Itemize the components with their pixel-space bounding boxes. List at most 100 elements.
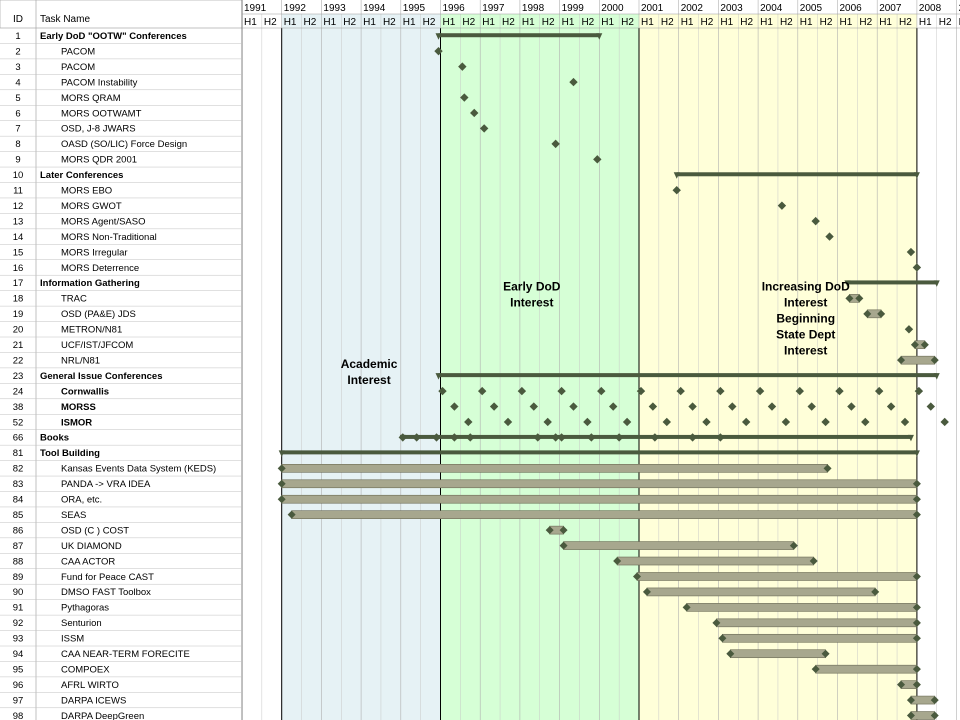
milestone [767,402,777,411]
task-name: MORS Non-Traditional [61,232,157,243]
task-bar [281,464,828,473]
task-id: 10 [13,170,24,181]
milestone [930,696,939,705]
task-id: 18 [13,294,24,305]
task-id: 2 [15,46,20,57]
task-id: 96 [13,680,24,691]
task-name: DMSO FAST Toolbox [61,587,151,598]
summary-bar [676,172,917,177]
task-bar [563,541,795,550]
task-bar [722,633,918,643]
half-label: H1 [403,17,416,28]
task-name: OSD, J-8 JWARS [61,124,136,135]
milestone [930,356,939,365]
year-label: 2007 [879,3,902,14]
half-label: H1 [323,17,336,28]
milestone [712,618,721,627]
task-id: 93 [13,634,24,645]
summary-cap-start [844,280,851,287]
milestone [438,386,447,396]
milestone [900,417,910,427]
half-label: H1 [562,17,575,28]
task-id: 6 [15,108,20,119]
half-label: H2 [899,17,912,28]
task-name: Later Conferences [40,170,123,181]
task-name: Cornwallis [61,386,109,397]
milestone [795,386,804,396]
milestone [847,402,856,411]
year-label: 1991 [244,3,267,14]
half-label: H1 [443,17,456,28]
task-id: 5 [15,93,20,104]
task-name: OASD (SO/LIC) Force Design [61,139,187,150]
milestone [517,386,527,396]
milestone [940,417,949,427]
task-bar [636,572,918,581]
milestone [728,402,737,411]
task-name: SEAS [61,510,86,521]
milestone [650,433,660,442]
task-name: OSD (C ) COST [61,525,129,536]
milestone [912,618,921,627]
milestone [545,526,554,535]
milestone [874,386,884,396]
task-id: 66 [13,433,24,444]
summary-cap-end [933,280,940,287]
half-label: H2 [423,17,436,28]
task-id: 9 [15,155,20,166]
summary-cap-end [913,450,920,457]
milestone [807,402,816,411]
milestone [662,417,671,427]
task-name: MORS OOTWAMT [61,108,142,119]
zone-label-increasing: State Dept [776,328,835,342]
task-id: 95 [13,664,24,675]
milestone [676,386,685,396]
milestone [470,108,479,118]
year-label: 1994 [363,3,386,14]
task-id: 24 [13,386,24,397]
task-bar [291,510,918,519]
milestone [825,232,834,241]
year-label: 1998 [522,3,545,14]
task-name: COMPOEX [61,664,110,675]
task-name: ISMOR [61,417,92,428]
half-label: H1 [284,17,297,28]
milestone [398,433,407,442]
milestone [863,309,872,318]
milestone [718,634,727,643]
milestone [682,603,691,612]
milestone [789,541,798,550]
summary-cap-end [913,172,920,179]
half-label: H1 [681,17,694,28]
task-name: Tool Building [40,448,100,459]
milestone [912,263,922,272]
year-label: 2006 [840,3,863,14]
milestone [877,309,886,318]
task-id: 11 [13,186,23,197]
milestone [533,433,542,442]
task-id: 97 [13,695,24,706]
year-label: 2003 [720,3,743,14]
task-name: DARPA DeepGreen [61,711,144,720]
milestone [672,186,681,195]
milestone [569,77,578,87]
milestone [587,433,596,442]
milestone [557,433,566,442]
task-name: General Issue Conferences [40,371,163,382]
task-bar [281,479,918,489]
task-id: 22 [13,355,24,366]
milestone [781,417,791,427]
task-name: Fund for Peace CAST [61,572,154,583]
milestone [912,479,921,488]
half-label: H2 [581,17,594,28]
milestone [636,386,646,396]
zone-label-increasing: Increasing DoD [762,280,850,294]
half-label: H2 [780,17,793,28]
task-name: Pythagoras [61,603,109,614]
milestone [835,386,844,396]
task-id: 14 [13,232,24,243]
task-bar [900,355,936,365]
summary-bar [438,373,937,378]
